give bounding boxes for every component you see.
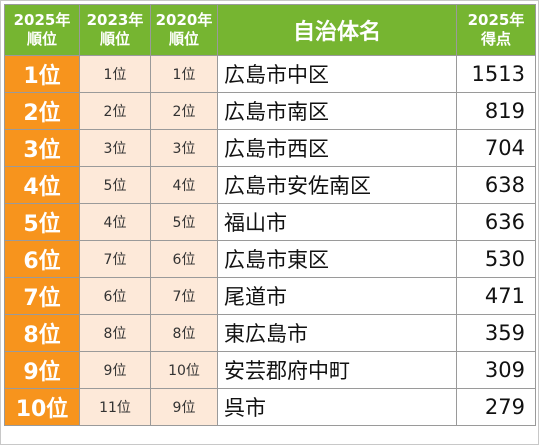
table-row: 4位 5位 4位 広島市安佐南区 638 (4, 166, 536, 204)
ranking-table: 2025年 順位 2023年 順位 2020年 順位 自治体名 2025年 得点 1位 1… (4, 4, 536, 426)
municipality-name-cell: 安芸郡府中町 (217, 351, 457, 389)
municipality-name-cell: 広島市安佐南区 (217, 166, 457, 204)
rank-2023-cell: 3位 (79, 129, 151, 167)
rank-2023-cell: 2位 (79, 92, 151, 130)
table-row: 10位 11位 9位 呉市 279 (4, 388, 536, 426)
rank-2020-cell: 2位 (150, 92, 218, 130)
rank-2025-cell: 4位 (4, 166, 80, 204)
rank-2025-cell: 5位 (4, 203, 80, 241)
table-row: 7位 6位 7位 尾道市 471 (4, 277, 536, 315)
rank-2025-cell: 6位 (4, 240, 80, 278)
rank-2023-cell: 7位 (79, 240, 151, 278)
table-row: 8位 8位 8位 東広島市 359 (4, 314, 536, 352)
rank-2023-cell: 4位 (79, 203, 151, 241)
table-row: 5位 4位 5位 福山市 636 (4, 203, 536, 241)
rank-2025-cell: 10位 (4, 388, 80, 426)
score-cell: 279 (456, 388, 536, 426)
rank-2020-cell: 5位 (150, 203, 218, 241)
rank-2025-cell: 3位 (4, 129, 80, 167)
table-row: 1位 1位 1位 広島市中区 1513 (4, 55, 536, 93)
score-cell: 471 (456, 277, 536, 315)
rank-2025-cell: 2位 (4, 92, 80, 130)
header-row: 2025年 順位 2023年 順位 2020年 順位 自治体名 2025年 得点 (4, 4, 536, 56)
rank-2023-cell: 9位 (79, 351, 151, 389)
rank-2020-cell: 7位 (150, 277, 218, 315)
rank-2023-cell: 8位 (79, 314, 151, 352)
rank-2025-cell: 1位 (4, 55, 80, 93)
header-municipality-name: 自治体名 (217, 4, 457, 56)
header-score-2025: 2025年 得点 (456, 4, 536, 56)
score-cell: 819 (456, 92, 536, 130)
ranking-rows: 1位 1位 1位 広島市中区 1513 2位 2位 2位 広島市南区 819 3位 3位 3位 広島市西区… (4, 55, 536, 426)
municipality-name-cell: 呉市 (217, 388, 457, 426)
rank-2023-cell: 11位 (79, 388, 151, 426)
rank-2025-cell: 9位 (4, 351, 80, 389)
score-cell: 1513 (456, 55, 536, 93)
rank-2025-cell: 7位 (4, 277, 80, 315)
rank-2023-cell: 1位 (79, 55, 151, 93)
municipality-name-cell: 広島市中区 (217, 55, 457, 93)
rank-2020-cell: 8位 (150, 314, 218, 352)
header-rank-2023: 2023年 順位 (79, 4, 151, 56)
municipality-name-cell: 東広島市 (217, 314, 457, 352)
header-rank-2020: 2020年 順位 (150, 4, 218, 56)
score-cell: 636 (456, 203, 536, 241)
rank-2020-cell: 10位 (150, 351, 218, 389)
rank-2020-cell: 9位 (150, 388, 218, 426)
table-row: 6位 7位 6位 広島市東区 530 (4, 240, 536, 278)
table-row: 2位 2位 2位 広島市南区 819 (4, 92, 536, 130)
rank-2020-cell: 6位 (150, 240, 218, 278)
rank-2023-cell: 5位 (79, 166, 151, 204)
table-row: 3位 3位 3位 広島市西区 704 (4, 129, 536, 167)
score-cell: 309 (456, 351, 536, 389)
score-cell: 638 (456, 166, 536, 204)
municipality-name-cell: 福山市 (217, 203, 457, 241)
header-rank-2025: 2025年 順位 (4, 4, 80, 56)
score-cell: 530 (456, 240, 536, 278)
rank-2020-cell: 1位 (150, 55, 218, 93)
rank-2023-cell: 6位 (79, 277, 151, 315)
rank-2025-cell: 8位 (4, 314, 80, 352)
municipality-name-cell: 広島市西区 (217, 129, 457, 167)
score-cell: 359 (456, 314, 536, 352)
municipality-name-cell: 広島市南区 (217, 92, 457, 130)
score-cell: 704 (456, 129, 536, 167)
rank-2020-cell: 4位 (150, 166, 218, 204)
municipality-name-cell: 広島市東区 (217, 240, 457, 278)
table-row: 9位 9位 10位 安芸郡府中町 309 (4, 351, 536, 389)
rank-2020-cell: 3位 (150, 129, 218, 167)
municipality-name-cell: 尾道市 (217, 277, 457, 315)
